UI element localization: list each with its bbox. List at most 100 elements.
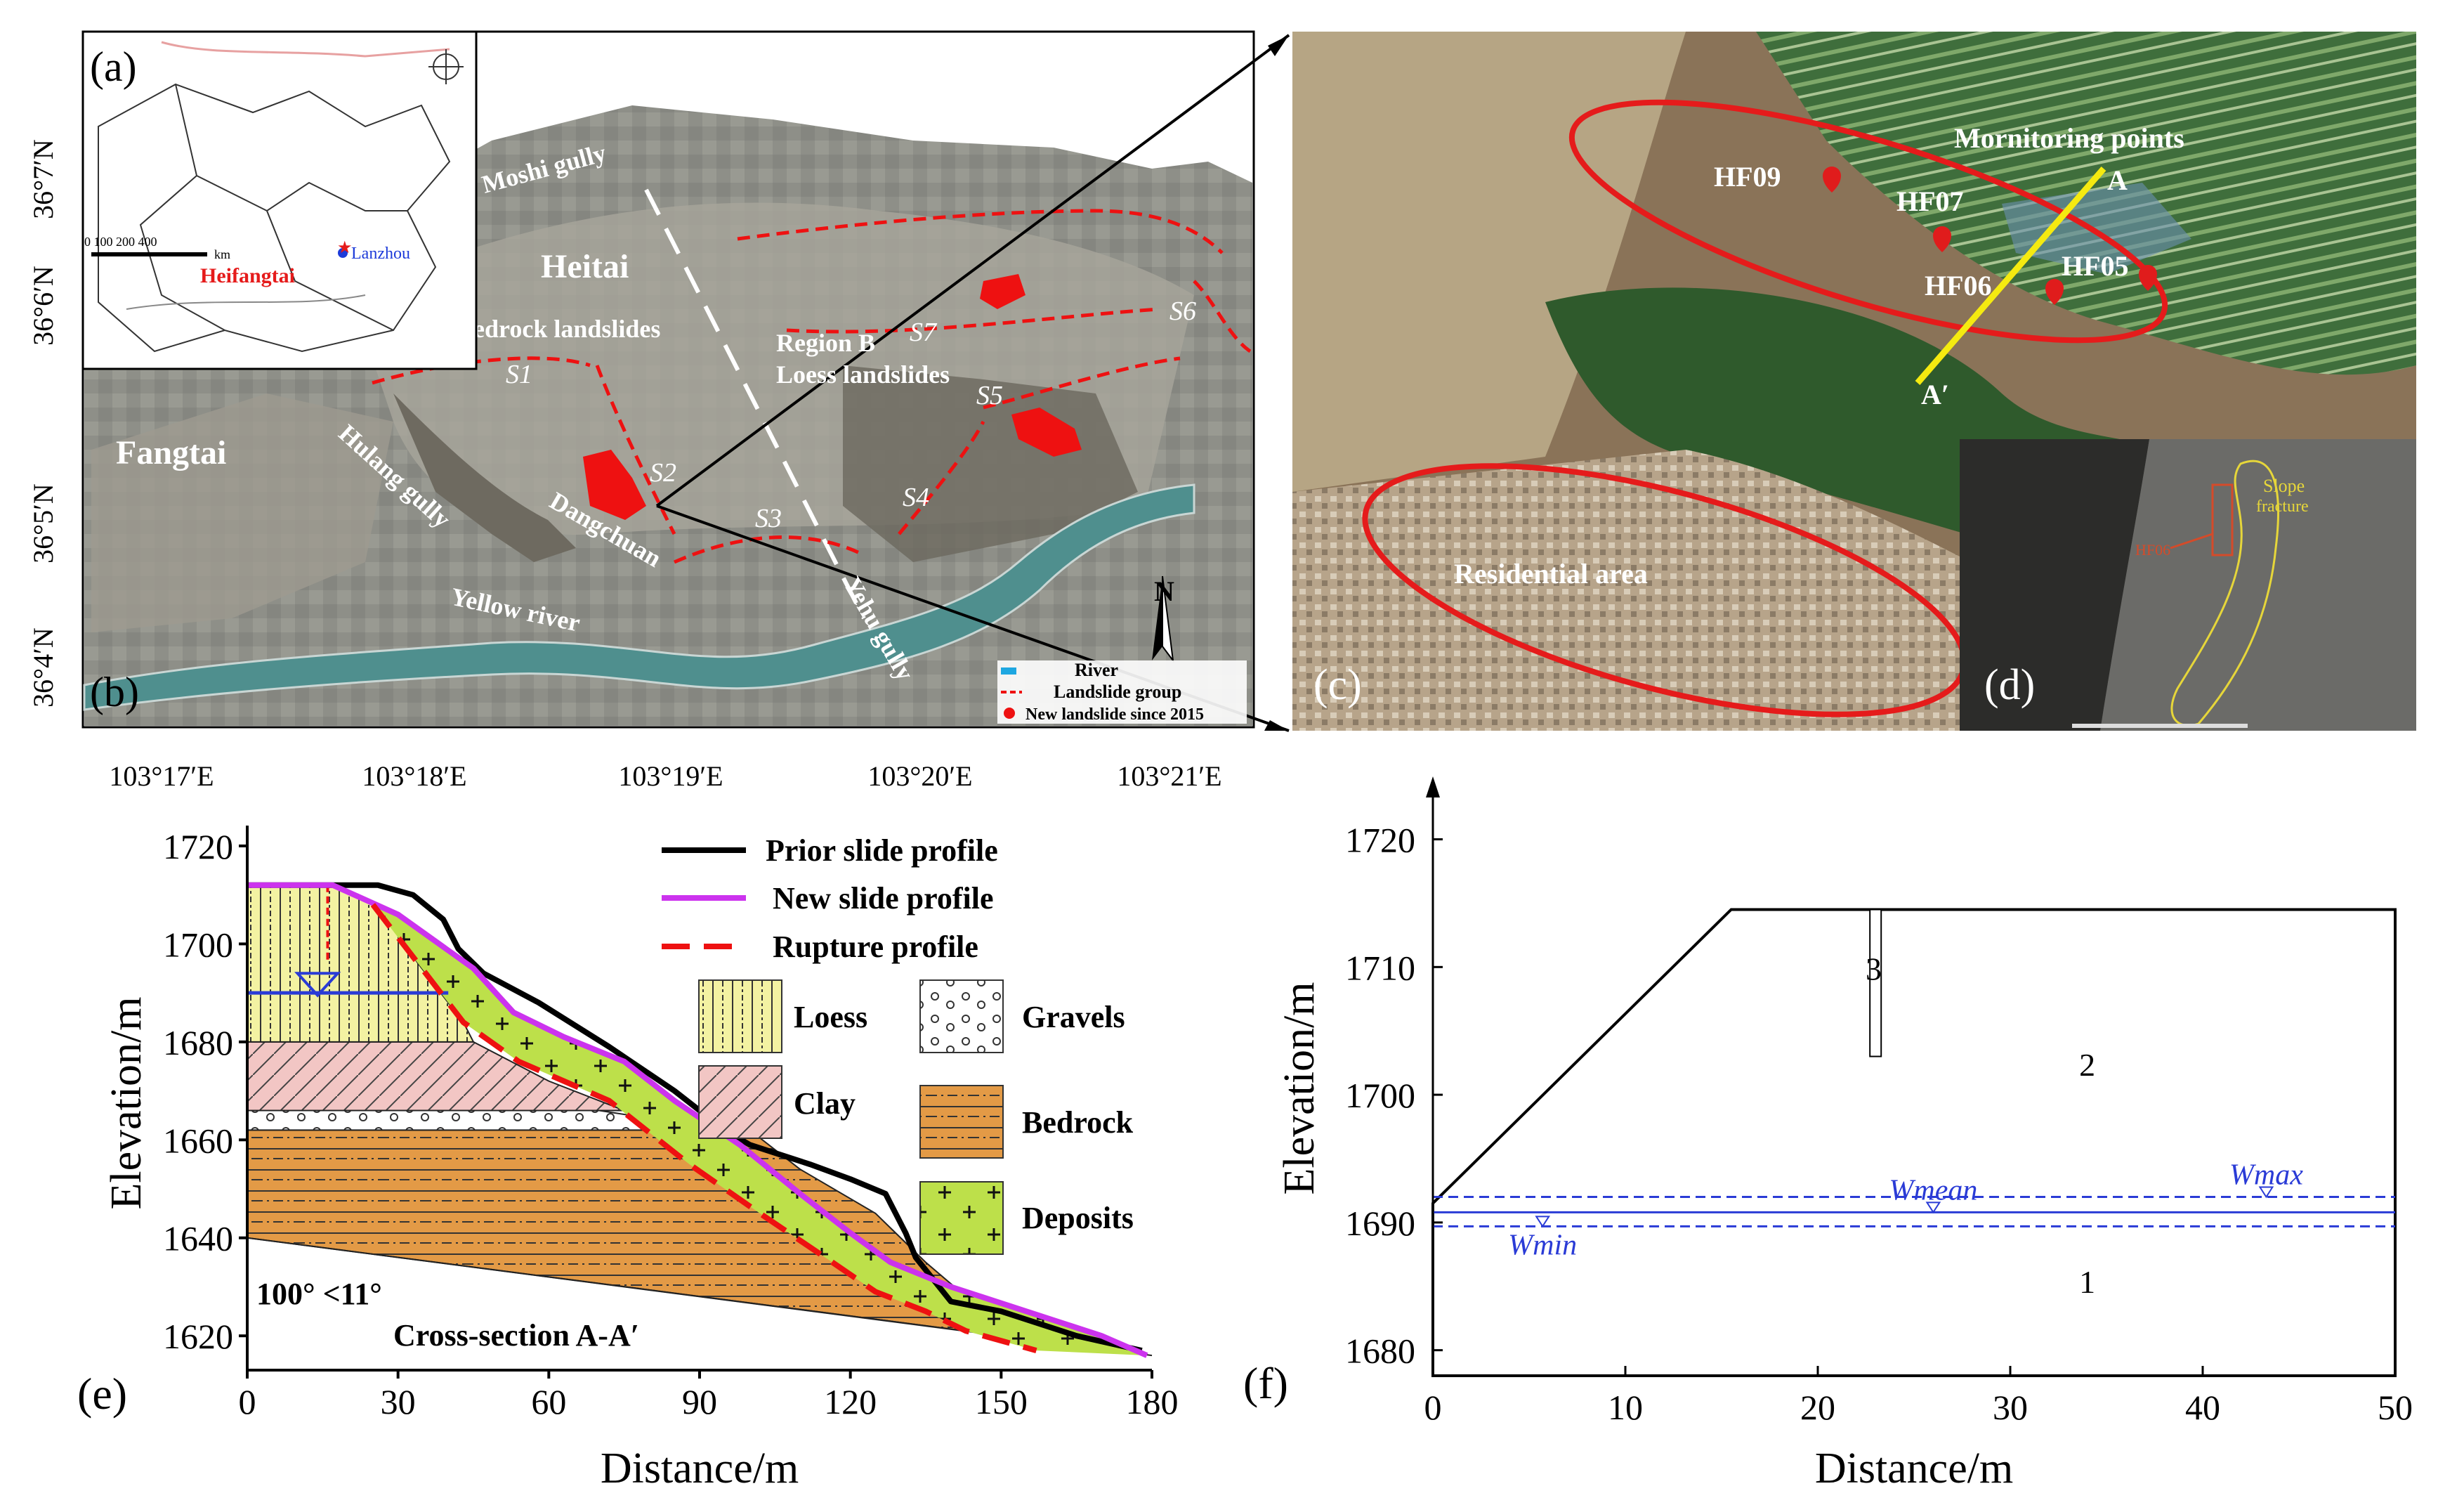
deposits-swatch (919, 1181, 1004, 1255)
legend-clay: Clay (794, 1086, 856, 1121)
label-s5: S5 (976, 381, 1003, 410)
f-xtick-label-10: 10 (1608, 1388, 1643, 1427)
f-y-arrow (1426, 776, 1440, 797)
s1-boundary (372, 356, 591, 385)
inset-km: km (214, 247, 230, 261)
inset-star: ★ (337, 239, 353, 257)
legend-new: New landslide since 2015 (1025, 705, 1204, 724)
e-title: Cross-section A-A′ (393, 1318, 639, 1353)
lat-tick-0: 36°7′N (27, 139, 59, 219)
e-xlabel: Distance/m (601, 1445, 799, 1492)
label-hf06: HF06 (1925, 270, 1992, 301)
f-xtick-label-50: 50 (2378, 1388, 2413, 1427)
map-legend: River Landslide group New landslide sinc… (997, 660, 1247, 724)
legend-river-swatch (1001, 667, 1016, 675)
e-ytick-label-1680: 1680 (163, 1023, 233, 1062)
s7-lower-boundary (786, 307, 1160, 334)
s7-boundary (737, 209, 1224, 254)
new-landslide-3 (1011, 408, 1082, 457)
hf06-marker (2045, 279, 2064, 305)
e-ytick-label-1620: 1620 (163, 1317, 233, 1356)
zoom-line-top (655, 34, 1290, 507)
lon-tick-4: 103°21′E (1117, 760, 1221, 792)
s2-boundary (595, 365, 676, 535)
hf06-box (2211, 483, 2234, 556)
f-xtick-label-0: 0 (1424, 1388, 1442, 1427)
s6-boundary (1193, 280, 1252, 353)
e-ytick-label-1720: 1720 (163, 827, 233, 866)
marker-wmin (1535, 1216, 1551, 1228)
satellite-panel: Mornitoring points HF09 HF07 HF06 HF05 A… (1292, 32, 2416, 731)
label-a: A (2107, 164, 2128, 196)
water-table-marker (294, 972, 341, 998)
label-wmin: Wmin (1508, 1229, 1577, 1261)
label-wmean: Wmean (1889, 1174, 1977, 1206)
lon-tick-3: 103°20′E (867, 760, 972, 792)
panel-label-f: (f) (1243, 1358, 1288, 1408)
f-xtick-label-40: 40 (2185, 1388, 2220, 1427)
hf-markers (1823, 167, 2157, 305)
series-rupture-profile (370, 903, 1037, 1353)
lat-tick-2: 36°5′N (27, 483, 59, 564)
e-annotation: 100° <11° (256, 1277, 382, 1311)
legend-loess: Loess (794, 1000, 867, 1034)
legend-bg (997, 660, 1247, 724)
camera-hf: HF06 (2135, 541, 2170, 559)
inset-scale-label: 0 100 200 400 (84, 235, 157, 249)
fangtai-plateau (91, 393, 393, 632)
e-ylabel: Elevation/m (103, 996, 150, 1209)
e-xtick-label-90: 90 (682, 1382, 717, 1421)
f-ytick-label-1710: 1710 (1345, 948, 1415, 987)
e-legend: Prior slide profile New slide profile Ru… (662, 833, 998, 964)
e-layer-legend: Loess Clay Gravels Bedrock Deposits (698, 979, 1134, 1255)
legend-bedrock: Bedrock (1022, 1105, 1134, 1140)
cross-section-chart: 1620 1640 1660 1680 1700 1720 0 30 60 90 120 150 180… (77, 826, 1179, 1492)
label-s4: S4 (903, 483, 929, 512)
e-xtick-label-180: 180 (1126, 1382, 1179, 1421)
borehole (1869, 908, 1882, 1057)
inset-river (126, 294, 366, 310)
lon-tick-1: 103°18′E (362, 760, 466, 792)
e-layers (247, 884, 1153, 1357)
f-body: Wmax Wmean Wmin 1 2 3 (1431, 908, 2397, 1377)
label-a-prime: A′ (1921, 379, 1949, 410)
model-outline (1431, 908, 2397, 1377)
legend-deposits: Deposits (1022, 1201, 1134, 1235)
label-wmax: Wmax (2229, 1159, 2303, 1192)
inset-frame (81, 30, 478, 370)
e-xtick-label-30: 30 (381, 1382, 416, 1421)
e-ytick-label-1700: 1700 (163, 925, 233, 964)
e-xtick-label-120: 120 (824, 1382, 877, 1421)
e-xtick-label-60: 60 (531, 1382, 566, 1421)
label-loess: Loess landslides (776, 360, 950, 389)
inset-heifangtai: Heifangtai (200, 264, 295, 287)
region-3: 3 (1866, 951, 1882, 986)
lon-tick-2: 103°19′E (618, 760, 723, 792)
region-2: 2 (2079, 1047, 2095, 1083)
legend-prior: Prior slide profile (766, 833, 998, 868)
monitoring-title: Mornitoring points (1954, 122, 2184, 154)
f-xlabel: Distance/m (1815, 1445, 2013, 1492)
hf06-pointer (2170, 533, 2213, 549)
clay-swatch (698, 1065, 782, 1139)
bedrock-swatch (919, 1085, 1004, 1159)
marker-wmean (1925, 1201, 1941, 1214)
camera-slope: Slope (2263, 476, 2305, 496)
label-hf05: HF05 (2062, 250, 2129, 282)
monitoring-ellipse (1568, 99, 2168, 344)
lat-tick-3: 36°4′N (27, 627, 59, 708)
lat-ticks: 36°7′N 36°6′N 36°5′N 36°4′N (27, 139, 59, 708)
f-xtick-label-30: 30 (1993, 1388, 2028, 1427)
marker-wmax (2258, 1186, 2274, 1199)
section-line (1915, 167, 2106, 385)
label-heitai: Heitai (541, 248, 629, 285)
camera-fracture: fracture (2256, 497, 2309, 516)
gravels-swatch (919, 979, 1004, 1053)
inset-compass (428, 49, 464, 84)
camera-light-area (2100, 439, 2416, 731)
e-ytick-label-1660: 1660 (163, 1121, 233, 1160)
label-fangtai: Fangtai (116, 434, 226, 471)
inset-lanzhou-dot (338, 248, 348, 258)
map-panel: Heitai Fangtai Moshi gully Bedrock lands… (27, 30, 1290, 792)
